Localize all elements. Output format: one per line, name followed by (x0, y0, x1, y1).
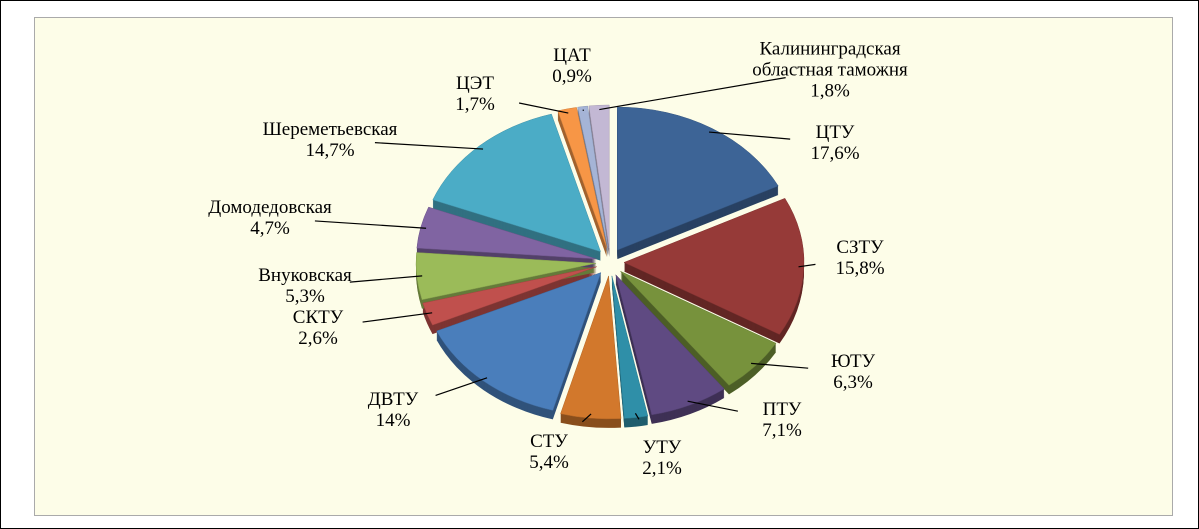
data-label: ЦЭТ 1,7% (455, 73, 495, 115)
data-label: ЮТУ 6,3% (831, 351, 875, 393)
value-label: 0,9% (552, 66, 592, 87)
category-label: ЮТУ (830, 351, 876, 372)
value-label: 15,8% (835, 258, 885, 279)
data-label: ЦАТ 0,9% (552, 45, 592, 87)
slice (432, 113, 601, 253)
data-label: ЦТУ 17,6% (810, 122, 859, 164)
slice (617, 106, 779, 251)
value-label: 14% (375, 410, 411, 431)
leader-line (708, 131, 791, 140)
category-label: Шереметьевская (262, 119, 398, 140)
data-label: Внуковская 5,3% (258, 265, 352, 307)
leader-line (314, 220, 427, 229)
data-label: СКТУ 2,6% (293, 307, 343, 349)
slice (577, 105, 609, 249)
leader-line (751, 362, 809, 369)
category-label: ЦАТ (553, 45, 591, 66)
category-label: СКТУ (292, 307, 344, 328)
value-label: 6,3% (833, 372, 873, 393)
category-label: ЦЭТ (456, 73, 494, 94)
slice (615, 273, 725, 416)
category-label: ПТУ (762, 399, 802, 420)
category-label: Домодедовская (208, 197, 332, 218)
leader-line (599, 77, 786, 111)
value-label: 14,7% (305, 140, 355, 161)
slice (611, 275, 649, 419)
slice (623, 198, 805, 335)
value-label: 1,8% (810, 80, 850, 102)
value-label: 4,7% (250, 218, 290, 239)
category-label: ЦТУ (815, 122, 855, 143)
leader-line (435, 377, 488, 396)
value-label: 2,6% (298, 328, 338, 349)
slice (588, 104, 610, 249)
value-label: 17,6% (810, 143, 860, 164)
leader-line (798, 263, 816, 268)
leader-line (362, 312, 433, 323)
slice-side (577, 109, 609, 252)
category-label: СЗТУ (836, 237, 884, 258)
value-label: 7,1% (762, 420, 802, 441)
leader-line (374, 142, 484, 150)
leader-line (518, 102, 569, 114)
leader-line (581, 413, 592, 423)
leader-line (349, 275, 423, 283)
data-label: СТУ 5,4% (529, 431, 569, 473)
value-label: 2,1% (642, 458, 682, 479)
category-label: Калининградская областная таможня (752, 38, 908, 81)
data-label: СЗТУ 15,8% (835, 237, 884, 279)
category-label: ДВТУ (367, 389, 419, 410)
slice (436, 272, 602, 411)
value-label: 1,7% (455, 94, 495, 115)
data-label: ПТУ 7,1% (762, 399, 802, 441)
data-label: УТУ 2,1% (642, 437, 682, 479)
chart-area (34, 17, 1173, 516)
leader-line (687, 400, 738, 412)
category-label: УТУ (642, 437, 682, 458)
value-label: 5,3% (285, 286, 325, 307)
category-label: Внуковская (258, 265, 352, 286)
value-label: 5,4% (529, 452, 569, 473)
data-label: Калининградская областная таможня 1,8% (730, 39, 930, 102)
slice-side (577, 110, 609, 253)
category-label: СТУ (530, 431, 568, 452)
slice (422, 266, 597, 326)
data-label: Шереметьевская 14,7% (263, 119, 398, 161)
leader-line (634, 413, 640, 420)
slice (560, 275, 622, 420)
data-label: Домодедовская 4,7% (208, 197, 332, 239)
slice (620, 271, 777, 386)
data-label: ДВТУ 14% (368, 389, 418, 431)
